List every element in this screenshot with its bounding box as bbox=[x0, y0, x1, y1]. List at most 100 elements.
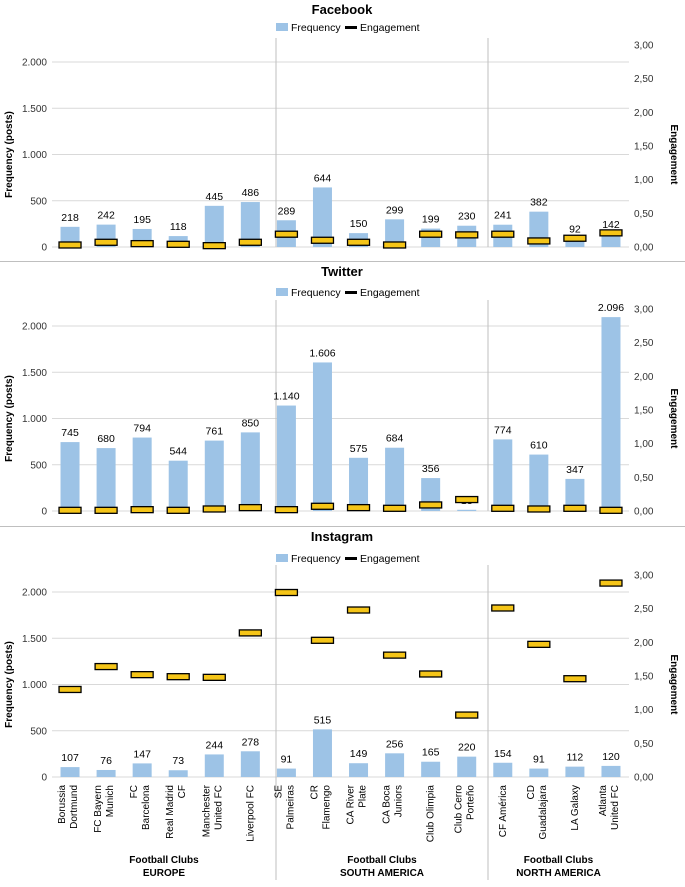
y-axis-title: Frequency (posts) bbox=[4, 641, 15, 728]
frequency-data-label: 356 bbox=[422, 463, 440, 475]
legend-engagement-label: Engagement bbox=[360, 553, 420, 565]
frequency-data-label: 242 bbox=[97, 210, 115, 222]
engagement-marker bbox=[563, 675, 587, 683]
y2-tick-label: 0,00 bbox=[634, 507, 654, 518]
frequency-bar bbox=[565, 238, 585, 247]
y2-tick-label: 2,50 bbox=[634, 338, 654, 349]
y-axis-title: Frequency (posts) bbox=[4, 111, 15, 198]
y2-tick-label: 0,00 bbox=[634, 243, 654, 254]
engagement-marker bbox=[274, 588, 299, 597]
group-label-line1: Football Clubs bbox=[129, 855, 199, 866]
engagement-marker bbox=[238, 238, 262, 246]
y2-tick-label: 0,50 bbox=[634, 739, 654, 750]
frequency-bar bbox=[132, 763, 152, 777]
engagement-marker bbox=[166, 240, 190, 248]
y-tick-label: 1.000 bbox=[22, 414, 47, 425]
engagement-marker bbox=[382, 241, 407, 249]
frequency-bar bbox=[529, 768, 549, 777]
group-label-line1: Football Clubs bbox=[524, 855, 594, 866]
y-tick-label: 0 bbox=[41, 243, 47, 254]
frequency-data-label: 1.140 bbox=[273, 391, 299, 403]
frequency-data-label: 684 bbox=[386, 433, 404, 445]
category-label: Club Cerro bbox=[454, 785, 465, 834]
engagement-marker bbox=[130, 671, 154, 679]
frequency-bar bbox=[457, 509, 477, 511]
category-label: Munich bbox=[105, 785, 116, 817]
frequency-data-label: 147 bbox=[133, 748, 151, 760]
frequency-bar bbox=[240, 751, 260, 777]
legend-engagement-label: Engagement bbox=[360, 287, 420, 299]
category-label: Borussia bbox=[57, 785, 68, 824]
engagement-marker bbox=[491, 604, 515, 612]
frequency-data-label: 107 bbox=[61, 752, 79, 764]
frequency-data-label: 299 bbox=[386, 204, 404, 216]
y2-axis-title: Engagement bbox=[668, 654, 679, 715]
frequency-data-label: 575 bbox=[350, 443, 368, 455]
frequency-data-label: 850 bbox=[242, 417, 260, 429]
y2-axis-title: Engagement bbox=[668, 388, 679, 449]
frequency-data-label: 680 bbox=[97, 433, 115, 445]
frequency-bar bbox=[421, 761, 441, 777]
engagement-marker bbox=[166, 673, 190, 681]
category-label: Plate bbox=[358, 785, 369, 808]
frequency-bar bbox=[493, 762, 513, 777]
frequency-data-label: 486 bbox=[242, 187, 260, 199]
y2-tick-label: 0,50 bbox=[634, 473, 654, 484]
category-label: CA Boca bbox=[382, 785, 393, 824]
frequency-bar bbox=[204, 205, 224, 247]
frequency-data-label: 256 bbox=[386, 738, 404, 750]
frequency-bar bbox=[168, 770, 188, 777]
frequency-bar bbox=[565, 766, 585, 777]
chart-panel-facebook: Facebook Frequency Engagement 0 500 1.000 1.50… bbox=[4, 2, 679, 254]
frequency-bar bbox=[493, 439, 513, 511]
frequency-data-label: 382 bbox=[530, 197, 548, 209]
frequency-bar bbox=[529, 454, 549, 511]
engagement-marker bbox=[346, 238, 371, 246]
engagement-marker bbox=[310, 236, 335, 244]
engagement-marker bbox=[202, 242, 226, 250]
y2-tick-label: 0,00 bbox=[634, 773, 654, 784]
engagement-marker bbox=[419, 501, 443, 509]
legend-engagement-swatch bbox=[345, 291, 357, 294]
y-tick-label: 500 bbox=[30, 196, 47, 207]
category-label: CR bbox=[309, 785, 320, 799]
engagement-marker bbox=[238, 629, 262, 637]
engagement-marker bbox=[563, 504, 587, 512]
chart-panel-twitter: Twitter Frequency Engagement 0 500 1.000 1.500… bbox=[4, 264, 679, 518]
engagement-marker bbox=[491, 504, 515, 512]
frequency-bar bbox=[601, 317, 621, 511]
engagement-marker bbox=[310, 636, 335, 644]
frequency-data-label: 195 bbox=[133, 214, 151, 226]
frequency-bar bbox=[601, 233, 621, 247]
y-tick-label: 1.000 bbox=[22, 150, 47, 161]
y2-axis-title: Engagement bbox=[668, 124, 679, 185]
y-tick-label: 2.000 bbox=[22, 58, 47, 69]
category-label: FC Bayern bbox=[93, 785, 104, 833]
frequency-bar bbox=[240, 202, 260, 247]
frequency-bar bbox=[132, 437, 152, 511]
engagement-marker bbox=[274, 230, 299, 238]
frequency-data-label: 218 bbox=[61, 212, 79, 224]
legend-frequency-label: Frequency bbox=[291, 287, 341, 299]
y-tick-label: 500 bbox=[30, 460, 47, 471]
engagement-marker bbox=[419, 230, 443, 238]
engagement-marker bbox=[58, 241, 82, 249]
frequency-bar bbox=[565, 478, 585, 511]
frequency-bar bbox=[240, 432, 260, 511]
frequency-data-label: 112 bbox=[567, 752, 584, 764]
engagement-marker bbox=[238, 503, 262, 512]
y2-tick-label: 1,50 bbox=[634, 406, 654, 417]
frequency-bar bbox=[312, 362, 332, 511]
y2-tick-label: 2,00 bbox=[634, 372, 654, 383]
frequency-data-label: 149 bbox=[350, 748, 368, 760]
category-label: CA River bbox=[346, 784, 357, 824]
engagement-marker bbox=[166, 506, 190, 514]
frequency-bar bbox=[349, 763, 369, 777]
legend-frequency-swatch bbox=[276, 288, 288, 296]
engagement-marker bbox=[527, 640, 551, 649]
y2-tick-label: 1,00 bbox=[634, 705, 654, 716]
frequency-bar bbox=[385, 447, 405, 511]
engagement-marker bbox=[455, 495, 479, 504]
